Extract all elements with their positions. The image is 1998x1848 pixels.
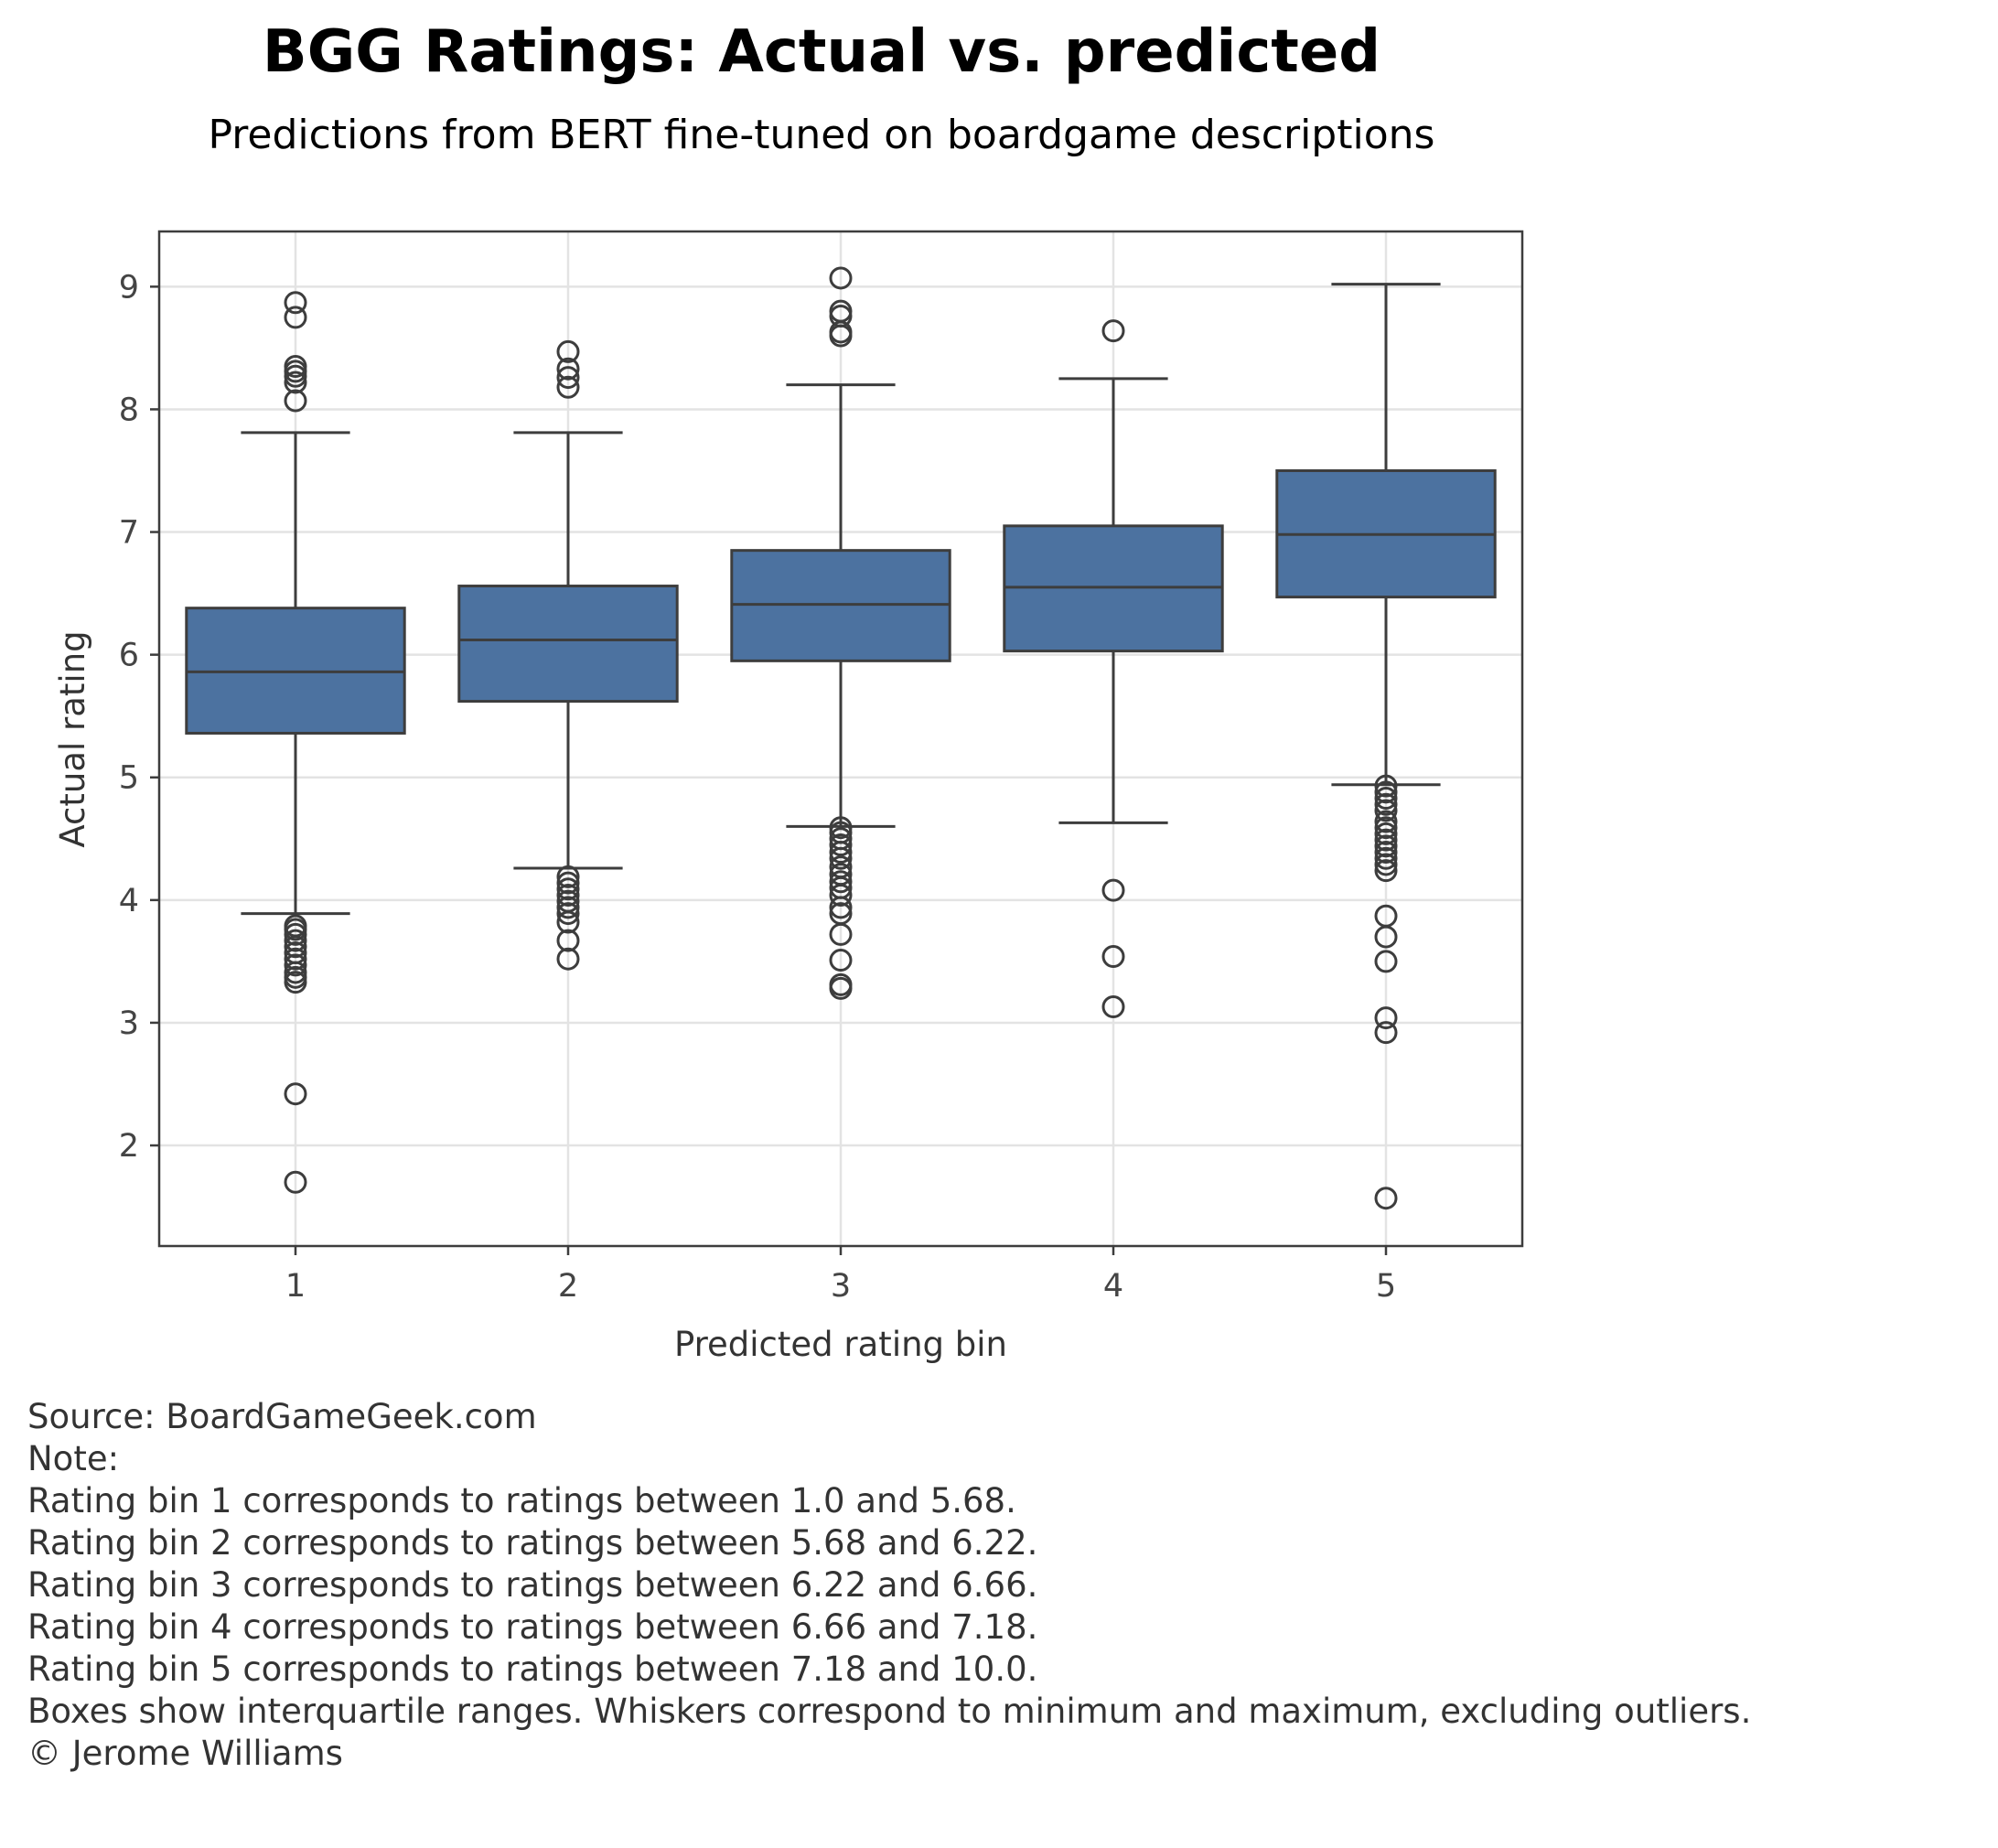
footnote-line: Rating bin 5 corresponds to ratings betw… [27,1649,1038,1689]
outlier-point [556,877,580,901]
footnote-line: Rating bin 4 corresponds to ratings betw… [27,1607,1038,1647]
outlier-point [829,883,853,907]
outlier-point [829,833,853,856]
y-tick-label: 8 [119,392,139,428]
y-tick-label: 9 [119,269,139,306]
chart-title: BGG Ratings: Actual vs. predicted [262,18,1381,86]
outlier-point [284,306,307,329]
outlier-point [1101,878,1125,902]
y-tick-label: 4 [119,883,139,919]
outlier-point [1374,810,1398,833]
outlier-point [284,953,307,977]
footnote-line: Rating bin 2 corresponds to ratings betw… [27,1523,1038,1563]
outlier-point [829,949,853,972]
footnote-line: Note: [27,1439,120,1478]
outlier-point [556,865,580,888]
outlier-point [829,846,853,870]
outlier-point [829,870,853,894]
footnote-line: Rating bin 1 corresponds to ratings betw… [27,1481,1016,1520]
box-series [185,266,1497,1210]
outlier-point [1374,816,1398,840]
outlier-point [1101,995,1125,1019]
outlier-point [556,366,580,390]
outlier-point [1374,859,1398,883]
outlier-point [1101,945,1125,969]
outlier-point [1374,787,1398,811]
footnote-line: Boxes show interquartile ranges. Whisker… [27,1692,1752,1731]
outlier-point [1374,834,1398,858]
x-axis-label: Predicted rating bin [674,1325,1007,1364]
outlier-point [556,902,580,926]
outlier-point [284,389,307,413]
outlier-point [556,947,580,971]
outlier-point [556,339,580,363]
outlier-point [829,976,853,1000]
outlier-point [556,375,580,399]
y-tick-label: 2 [119,1128,139,1165]
x-tick-label: 4 [1103,1268,1123,1305]
x-tick-label: 3 [831,1268,851,1305]
outlier-point [556,883,580,907]
x-tick-label: 1 [285,1268,306,1305]
outlier-point [1374,780,1398,804]
outlier-point [284,1082,307,1106]
outlier-point [1374,792,1398,816]
x-tick-label: 5 [1376,1268,1396,1305]
y-axis-label: Actual rating [53,630,92,847]
outlier-point [284,364,307,388]
outlier-point [556,910,580,934]
outlier-point [829,324,853,348]
outlier-point [284,947,307,971]
footnote-line: Source: BoardGameGeek.com [27,1397,537,1436]
outlier-point [284,922,307,946]
outlier-point [1101,319,1125,343]
y-tick-label: 5 [119,760,139,797]
footnote-line: Rating bin 3 corresponds to ratings betw… [27,1565,1038,1605]
chart-subtitle: Predictions from BERT fine-tuned on boar… [208,112,1435,158]
axis-ticks: 2 3 4 5 6 7 8 9 1 2 3 4 5 [119,269,1396,1305]
iqr-box [457,585,679,704]
footnotes: Source: BoardGameGeek.com Note: Rating bin… [27,1396,1751,1775]
box-group-bin-3 [730,266,951,1000]
outlier-point [829,922,853,946]
outlier-point [1374,1006,1398,1030]
outlier-point [1374,822,1398,845]
outlier-point [556,929,580,952]
x-tick-label: 2 [558,1268,578,1305]
outlier-point [556,896,580,919]
boxplot-chart: 2 3 4 5 6 7 8 9 1 2 3 4 5 Predicted rating bin Actua… [53,230,1524,1364]
outlier-point [284,935,307,959]
box-group-bin-5 [1275,283,1497,1210]
y-tick-label: 6 [119,638,139,674]
outlier-point [1374,950,1398,973]
box-group-bin-4 [1003,319,1224,1019]
outlier-point [1374,828,1398,852]
outlier-point [284,1170,307,1194]
outlier-point [1374,841,1398,865]
outlier-point [1374,799,1398,822]
footnote-line: © Jerome Williams [27,1734,343,1773]
box-group-bin-1 [185,291,406,1194]
y-tick-label: 3 [119,1005,139,1042]
outlier-point [1374,925,1398,949]
box-group-bin-2 [457,339,679,971]
y-tick-label: 7 [119,515,139,552]
outlier-point [556,871,580,895]
outlier-point [284,291,307,315]
outlier-point [829,841,853,865]
outlier-point [284,371,307,394]
outlier-point [829,266,853,290]
outlier-point [829,896,853,919]
outlier-point [1374,1187,1398,1210]
outlier-point [1374,853,1398,876]
outlier-point [1374,1021,1398,1045]
outlier-point [556,357,580,381]
outlier-point [1374,846,1398,870]
outlier-point [284,929,307,952]
outlier-point [284,971,307,994]
outlier-point [1374,774,1398,798]
